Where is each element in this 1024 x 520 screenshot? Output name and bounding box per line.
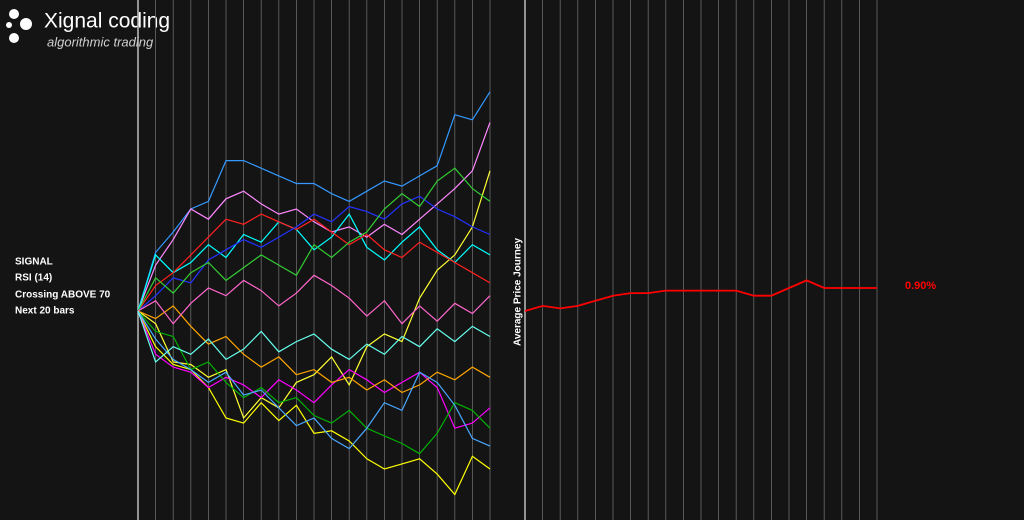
price-line [137, 167, 491, 312]
signal-line: RSI (14) [15, 273, 52, 284]
price-line [137, 213, 491, 312]
signal-title: SIGNAL [15, 257, 53, 268]
price-line [137, 170, 491, 420]
logo-dot [9, 33, 19, 43]
logo [6, 9, 32, 43]
price-line [137, 310, 491, 364]
signal-line: Next 20 bars [15, 306, 75, 317]
y-axis-label: Average Price Journey [513, 238, 524, 346]
brand: Xignal coding [44, 10, 170, 33]
price-line [524, 279, 877, 312]
signal-line: Crossing ABOVE 70 [15, 290, 111, 301]
logo-dot [9, 9, 19, 19]
price-line [137, 195, 491, 312]
price-line [137, 91, 491, 312]
price-line [137, 310, 491, 496]
price-line [137, 274, 491, 325]
value-label: 0.90% [905, 280, 936, 292]
price-line [137, 305, 491, 394]
price-line [137, 310, 491, 450]
logo-dot [6, 22, 12, 28]
logo-dot [20, 18, 32, 30]
price-line [137, 310, 491, 455]
tagline: algorithmic trading [47, 34, 154, 49]
price-line [137, 212, 491, 312]
price-line [137, 310, 491, 429]
price-line [137, 122, 491, 312]
